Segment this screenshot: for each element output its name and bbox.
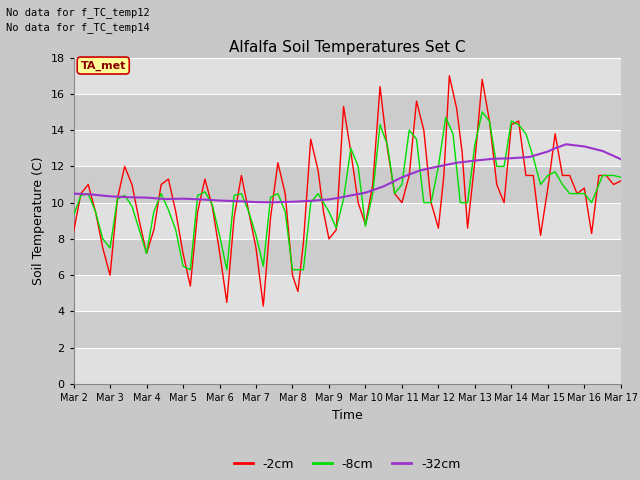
Title: Alfalfa Soil Temperatures Set C: Alfalfa Soil Temperatures Set C	[229, 40, 465, 55]
Y-axis label: Soil Temperature (C): Soil Temperature (C)	[32, 156, 45, 285]
Legend: -2cm, -8cm, -32cm: -2cm, -8cm, -32cm	[229, 453, 465, 476]
Bar	[74, 130, 621, 167]
Bar	[74, 239, 621, 275]
X-axis label: Time: Time	[332, 408, 363, 421]
Text: No data for f_TC_temp12: No data for f_TC_temp12	[6, 7, 150, 18]
Text: No data for f_TC_temp14: No data for f_TC_temp14	[6, 22, 150, 33]
Text: TA_met: TA_met	[81, 60, 126, 71]
Bar	[74, 312, 621, 348]
Bar	[74, 203, 621, 239]
Bar	[74, 348, 621, 384]
Bar	[74, 167, 621, 203]
Bar	[74, 275, 621, 312]
Bar	[74, 94, 621, 130]
Bar	[74, 58, 621, 94]
